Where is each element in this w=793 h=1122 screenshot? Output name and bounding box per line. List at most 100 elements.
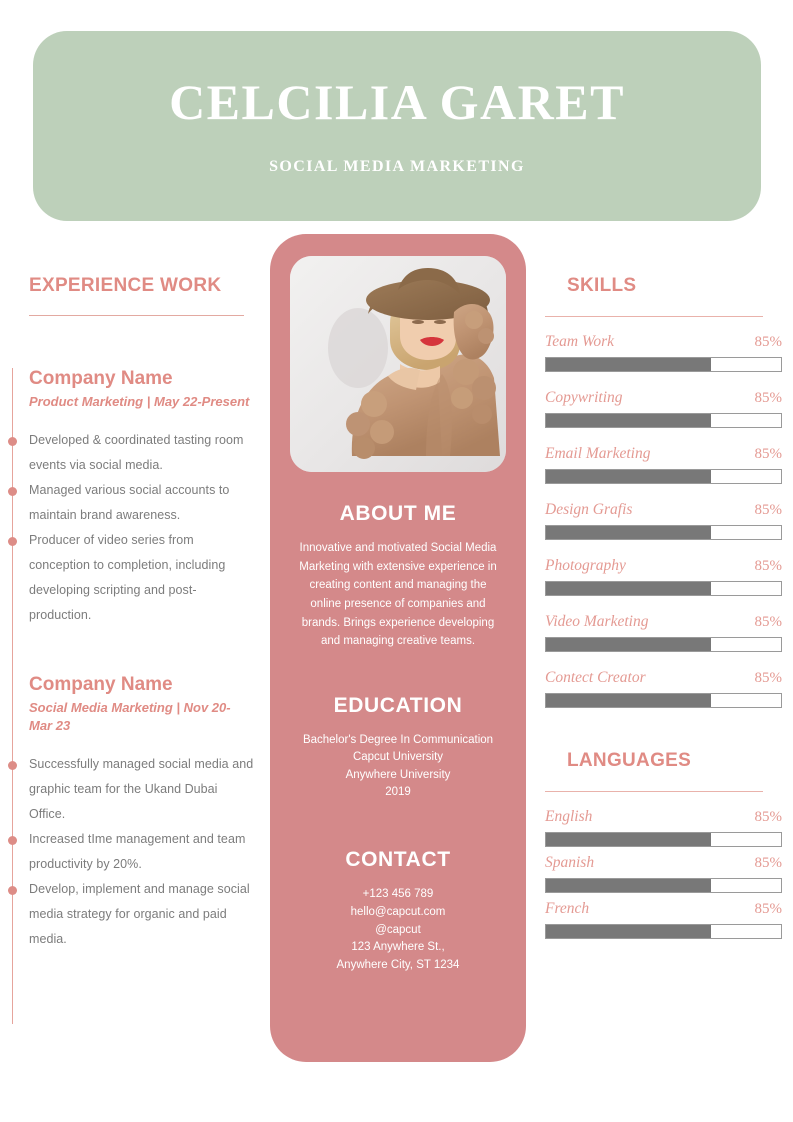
- job-bullet-text: Producer of video series from conception…: [29, 533, 226, 623]
- about-text: Innovative and motivated Social Media Ma…: [299, 542, 497, 648]
- skill-row: Team Work 85%: [545, 333, 782, 351]
- skill-label: Design Grafis: [545, 501, 633, 518]
- language-label: French: [545, 900, 590, 917]
- skill-row: Photography 85%: [545, 557, 782, 575]
- job-bullet: Develop, implement and manage social med…: [7, 877, 254, 952]
- job-bullet-text: Successfully managed social media and gr…: [29, 757, 254, 822]
- language-row: Spanish 85%: [545, 854, 782, 872]
- experience-job: Company Name Social Media Marketing | No…: [0, 674, 262, 952]
- contact-details: +123 456 789 hello@capcut.com @capcut 12…: [336, 887, 460, 972]
- page-title: CELCILIA GARET: [169, 73, 625, 130]
- avatar: [290, 256, 506, 472]
- timeline-dot-icon: [7, 761, 17, 771]
- skill-label: Team Work: [545, 333, 615, 350]
- job-bullet-text: Developed & coordinated tasting room eve…: [29, 433, 244, 473]
- languages-list: English 85% Spanish 85% French 85%: [543, 808, 793, 939]
- skill-label: Copywriting: [545, 389, 623, 406]
- job-bullet-text: Develop, implement and manage social med…: [29, 882, 250, 947]
- contact-heading: CONTACT: [345, 847, 451, 871]
- skill-item: Photography 85%: [543, 557, 793, 596]
- skill-bar-track: [545, 357, 782, 372]
- languages-block: LANGUAGES English 85% Spanish 85% French 85%: [543, 750, 793, 939]
- skill-bar-track: [545, 581, 782, 596]
- skill-percent: 85%: [754, 558, 783, 574]
- skill-percent: 85%: [754, 446, 783, 462]
- skill-bar-fill: [546, 414, 711, 427]
- language-percent: 85%: [754, 855, 783, 871]
- job-bullet: Managed various social accounts to maint…: [7, 478, 254, 528]
- skill-bar-track: [545, 693, 782, 708]
- skill-bar-track: [545, 525, 782, 540]
- skill-item: Video Marketing 85%: [543, 613, 793, 652]
- language-bar-fill: [546, 833, 711, 846]
- job-bullet-list: Developed & coordinated tasting room eve…: [0, 428, 262, 628]
- job-bullet-text: Increased tIme management and team produ…: [29, 832, 246, 872]
- skills-column: SKILLS Team Work 85% Copywriting 85% Email M…: [543, 275, 793, 946]
- skill-item: Copywriting 85%: [543, 389, 793, 428]
- job-bullet: Successfully managed social media and gr…: [7, 752, 254, 827]
- skill-percent: 85%: [754, 614, 783, 630]
- job-bullet: Producer of video series from conception…: [7, 528, 254, 628]
- language-label: Spanish: [545, 854, 595, 871]
- skills-list: Team Work 85% Copywriting 85% Email Marketin…: [543, 333, 793, 708]
- languages-title-rule: [545, 791, 763, 792]
- skill-bar-fill: [546, 582, 711, 595]
- timeline-dot-icon: [7, 836, 17, 846]
- language-bar-track: [545, 878, 782, 893]
- skill-bar-track: [545, 637, 782, 652]
- language-percent: 85%: [754, 901, 783, 917]
- skill-label: Contect Creator: [545, 669, 646, 686]
- timeline-dot-icon: [7, 437, 17, 447]
- skill-row: Design Grafis 85%: [545, 501, 782, 519]
- timeline-dot-icon: [7, 886, 17, 896]
- skill-row: Email Marketing 85%: [545, 445, 782, 463]
- skill-label: Video Marketing: [545, 613, 649, 630]
- timeline-line: [12, 368, 13, 1024]
- skill-bar-fill: [546, 358, 711, 371]
- skill-bar-fill: [546, 470, 711, 483]
- job-bullet: Developed & coordinated tasting room eve…: [7, 428, 254, 478]
- skill-bar-fill: [546, 526, 711, 539]
- timeline-dot-icon: [7, 537, 17, 547]
- experience-column: EXPERIENCE WORK Company Name Product Mar…: [0, 275, 262, 1035]
- skill-row: Copywriting 85%: [545, 389, 782, 407]
- education-details: Bachelor's Degree In Communication Capcu…: [302, 733, 494, 799]
- experience-title-rule: [29, 315, 244, 316]
- skill-bar-fill: [546, 638, 711, 651]
- language-item: Spanish 85%: [543, 854, 793, 893]
- skills-title-rule: [545, 316, 763, 317]
- skill-row: Contect Creator 85%: [545, 669, 782, 687]
- skill-percent: 85%: [754, 334, 783, 350]
- language-percent: 85%: [754, 809, 783, 825]
- skill-item: Team Work 85%: [543, 333, 793, 372]
- job-meta: Product Marketing | May 22-Present: [29, 393, 250, 409]
- skill-item: Design Grafis 85%: [543, 501, 793, 540]
- skill-percent: 85%: [754, 502, 783, 518]
- skill-label: Email Marketing: [545, 445, 651, 462]
- skill-row: Video Marketing 85%: [545, 613, 782, 631]
- company-name: Company Name: [29, 368, 173, 389]
- education-heading: EDUCATION: [333, 693, 463, 717]
- job-bullet-text: Managed various social accounts to maint…: [29, 483, 230, 523]
- job-bullet: Increased tIme management and team produ…: [7, 827, 254, 877]
- language-label: English: [545, 808, 593, 825]
- header-banner: CELCILIA GARET SOCIAL MEDIA MARKETING: [33, 31, 761, 221]
- language-item: English 85%: [543, 808, 793, 847]
- job-meta: Social Media Marketing | Nov 20-Mar 23: [29, 700, 231, 733]
- language-bar-fill: [546, 879, 711, 892]
- company-name: Company Name: [29, 674, 173, 696]
- about-heading: ABOUT ME: [339, 502, 457, 525]
- language-row: French 85%: [545, 900, 782, 918]
- skill-bar-track: [545, 469, 782, 484]
- header-subtitle: SOCIAL MEDIA MARKETING: [269, 158, 525, 176]
- skill-bar-track: [545, 413, 782, 428]
- language-bar-fill: [546, 925, 711, 938]
- timeline-dot-icon: [7, 487, 17, 497]
- skill-bar-fill: [546, 694, 711, 707]
- skill-item: Email Marketing 85%: [543, 445, 793, 484]
- language-bar-track: [545, 924, 782, 939]
- languages-section-title: LANGUAGES: [567, 750, 692, 771]
- experience-section-title: EXPERIENCE WORK: [29, 275, 222, 296]
- skill-item: Contect Creator 85%: [543, 669, 793, 708]
